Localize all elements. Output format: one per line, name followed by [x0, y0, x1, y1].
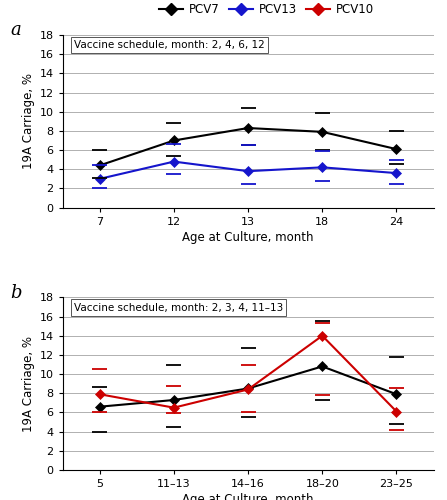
X-axis label: Age at Culture, month: Age at Culture, month — [182, 231, 314, 244]
Y-axis label: 19A Carriage, %: 19A Carriage, % — [22, 336, 35, 432]
Y-axis label: 19A Carriage, %: 19A Carriage, % — [22, 74, 35, 170]
Text: Vaccine schedule, month: 2, 3, 4, 11–13: Vaccine schedule, month: 2, 3, 4, 11–13 — [74, 302, 283, 312]
Text: a: a — [11, 21, 21, 39]
Text: Vaccine schedule, month: 2, 4, 6, 12: Vaccine schedule, month: 2, 4, 6, 12 — [74, 40, 265, 50]
Text: b: b — [11, 284, 22, 302]
Legend: PCV7, PCV13, PCV10: PCV7, PCV13, PCV10 — [160, 3, 374, 16]
X-axis label: Age at Culture, month: Age at Culture, month — [182, 493, 314, 500]
